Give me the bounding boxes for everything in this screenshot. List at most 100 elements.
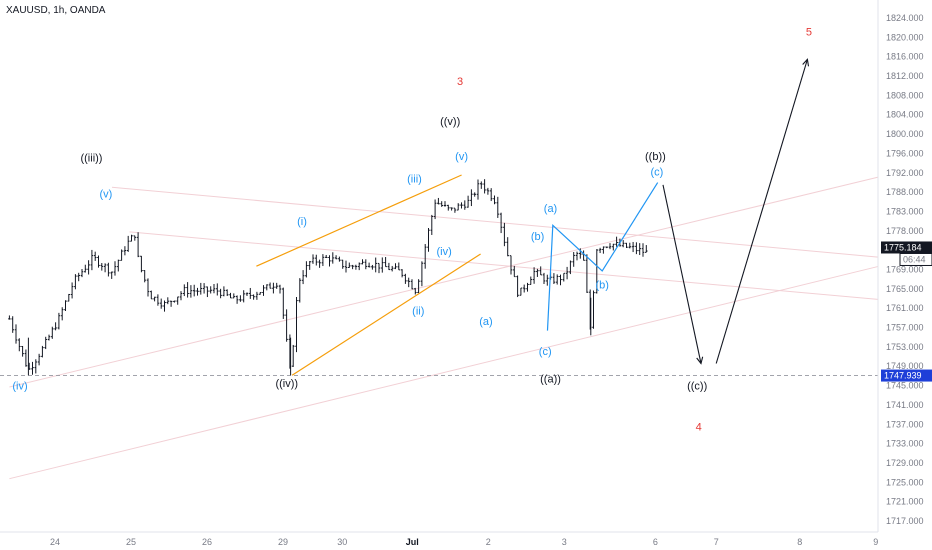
- ohlc-bar: [367, 262, 371, 268]
- trendline-1[interactable]: [129, 231, 885, 301]
- channel-line-1[interactable]: [291, 253, 481, 376]
- y-tick-label: 1800.000: [886, 129, 924, 139]
- ohlc-bar: [126, 235, 130, 252]
- y-tick-label: 1769.000: [886, 265, 924, 275]
- ohlc-bar: [602, 246, 605, 254]
- ohlc-bar: [150, 290, 153, 300]
- ohlc-bar: [331, 252, 335, 264]
- ohlc-bar: [334, 255, 338, 260]
- y-tick-label: 1796.000: [886, 148, 924, 158]
- ohlc-bar: [57, 312, 61, 330]
- x-tick-label: 25: [126, 537, 136, 547]
- y-tick-label: 1788.000: [886, 187, 924, 197]
- ohlc-bar: [417, 279, 420, 294]
- ohlc-bar: [311, 254, 315, 264]
- wave-labels: ((iii)) (v) (iv) ((iv)) (i) (ii) (iii) (iv) (v) (…: [12, 26, 812, 433]
- ohlc-bar: [427, 228, 430, 252]
- ohlc-bar: [44, 336, 47, 350]
- ohlc-bar: [575, 251, 579, 261]
- time-axis: 24 25 26 29 30 Jul 2 3 6 7 8 9: [0, 531, 878, 547]
- y-tick-label: 1733.000: [886, 439, 924, 449]
- ohlc-bar: [456, 203, 460, 211]
- ohlc-bar: [361, 259, 364, 265]
- x-tick-label: 7: [714, 537, 719, 547]
- y-tick-label: 1717.000: [886, 516, 924, 526]
- ohlc-bar: [585, 254, 589, 293]
- y-tick-label: 1812.000: [886, 71, 924, 81]
- ohlc-bar: [397, 262, 401, 271]
- ohlc-bar: [120, 249, 123, 261]
- trendlines: [0, 174, 886, 480]
- ohlc-bar: [123, 246, 127, 256]
- wave-label: ((b)): [645, 151, 666, 163]
- ohlc-bar: [291, 344, 295, 367]
- ohlc-bar: [433, 199, 437, 220]
- ohlc-bar: [295, 297, 298, 353]
- ohlc-bar: [473, 192, 476, 197]
- price-bars: [8, 179, 648, 376]
- ohlc-bar: [542, 272, 546, 285]
- x-tick-label: 8: [797, 537, 802, 547]
- ohlc-bar: [136, 232, 140, 258]
- ohlc-bar: [338, 256, 341, 262]
- ohlc-bar: [14, 324, 18, 344]
- ohlc-bar: [37, 353, 41, 366]
- ohlc-bar: [503, 222, 506, 247]
- ohlc-bar: [447, 204, 450, 211]
- wave-label: (v): [455, 151, 468, 163]
- wave-label: (iv): [436, 246, 451, 258]
- y-tick-label: 1804.000: [886, 110, 924, 120]
- ohlc-bar: [638, 243, 641, 256]
- projection-black-up[interactable]: [715, 59, 808, 364]
- ohlc-bar: [225, 289, 229, 296]
- current-price-value: 1775.184: [884, 242, 922, 252]
- y-tick-label: 1749.000: [886, 361, 924, 371]
- ohlc-bar: [324, 254, 328, 259]
- ohlc-bar: [84, 264, 87, 273]
- trendline-3[interactable]: [9, 264, 886, 480]
- ohlc-bar: [77, 272, 80, 282]
- ohlc-bar: [305, 261, 308, 278]
- ohlc-bar: [489, 188, 493, 202]
- ohlc-bar: [186, 282, 189, 298]
- y-tick-label: 1808.000: [886, 90, 924, 100]
- ohlc-bar: [80, 269, 84, 278]
- ohlc-bar: [407, 277, 410, 288]
- ohlc-bar: [8, 315, 11, 320]
- channel-line-0[interactable]: [256, 174, 462, 267]
- y-tick-label: 1765.000: [886, 284, 924, 294]
- ohlc-bar: [117, 259, 120, 272]
- ohlc-bar: [64, 300, 67, 312]
- ohlc-bar: [216, 283, 219, 296]
- countdown-value: 06:44: [903, 254, 926, 264]
- projection-black-down[interactable]: [662, 184, 702, 364]
- ohlc-bar: [572, 252, 575, 267]
- ohlc-bar: [130, 234, 133, 242]
- ohlc-bar: [569, 260, 572, 275]
- ohlc-bar: [582, 250, 585, 261]
- ohlc-bar: [93, 251, 97, 261]
- trendline-0[interactable]: [111, 186, 885, 259]
- wave-label: ((a)): [540, 373, 561, 385]
- ohlc-bar: [440, 201, 443, 207]
- ohlc-bar: [199, 282, 203, 295]
- x-tick-label: Jul: [406, 537, 419, 547]
- projection-black-up-arrowhead: [802, 58, 810, 67]
- y-tick-label: 1721.000: [886, 497, 924, 507]
- projection-blue[interactable]: [546, 182, 659, 331]
- ohlc-bar: [394, 263, 397, 270]
- ohlc-bar: [103, 263, 107, 273]
- ohlc-bar: [285, 309, 288, 342]
- ohlc-bar: [219, 288, 222, 299]
- ohlc-bar: [212, 283, 216, 294]
- ohlc-bar: [265, 284, 269, 291]
- trendline-2[interactable]: [9, 174, 886, 388]
- ohlc-bar: [239, 295, 242, 302]
- ohlc-bar: [252, 294, 255, 300]
- ohlc-bar: [222, 286, 226, 297]
- ohlc-bar: [348, 262, 351, 269]
- ohlc-bar: [262, 285, 265, 296]
- x-tick-label: 30: [337, 537, 347, 547]
- ohlc-bar: [493, 195, 496, 205]
